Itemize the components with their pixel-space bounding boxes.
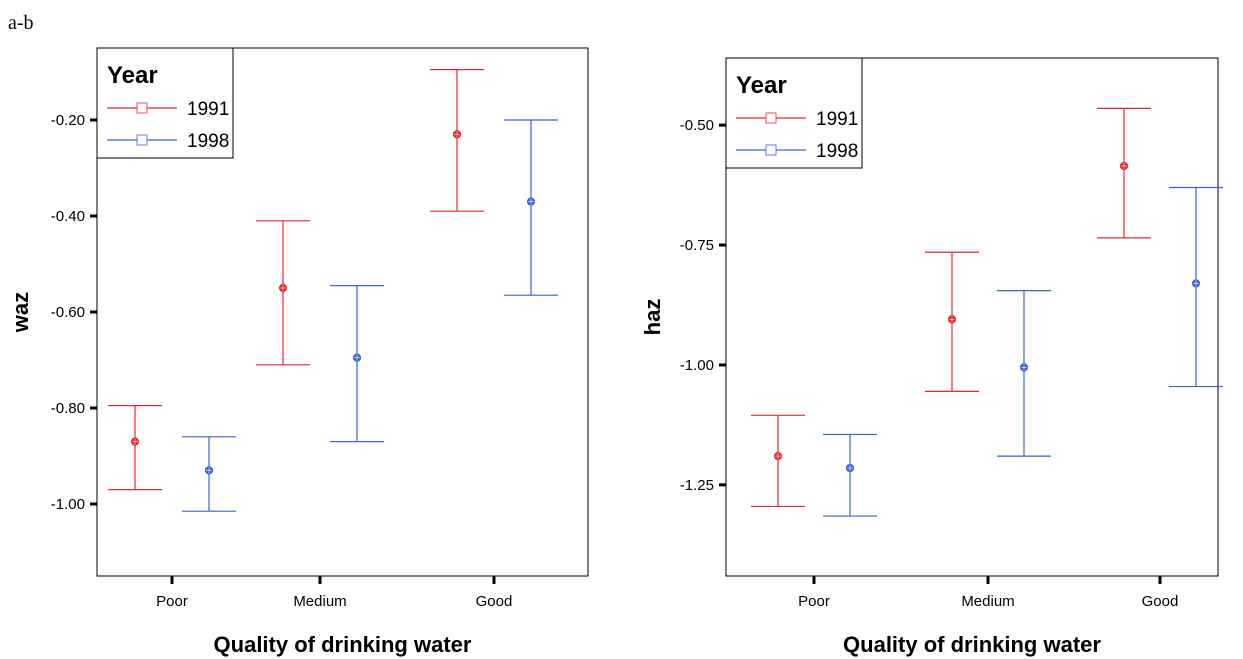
x-axis-title: Quality of drinking water <box>214 632 472 657</box>
x-tick-label: Good <box>1142 593 1179 610</box>
legend-marker-1998 <box>136 134 148 146</box>
x-tick-label: Good <box>476 593 513 610</box>
y-tick-label: -1.00 <box>680 357 714 374</box>
x-tick-label: Poor <box>156 593 188 610</box>
legend-marker-1998 <box>765 144 777 156</box>
x-axis-title: Quality of drinking water <box>843 632 1101 657</box>
figure-caption: a-b <box>8 12 34 34</box>
legend-title: Year <box>107 62 158 89</box>
legend-label-1991: 1991 <box>816 109 858 130</box>
legend-label-1998: 1998 <box>187 131 229 152</box>
legend-label-1998: 1998 <box>816 141 858 162</box>
y-tick-label: -1.25 <box>680 477 714 494</box>
x-tick-label: Poor <box>798 593 830 610</box>
y-tick-label: -0.60 <box>51 304 85 321</box>
legend-label-1991: 1991 <box>187 99 229 120</box>
legend-title: Year <box>736 72 787 99</box>
legend-marker-1991 <box>136 102 148 114</box>
chart-haz: -0.50 -0.75 -1.00 -1.25 Poor Medium Good Qualit… <box>640 57 1223 657</box>
x-tick-label: Medium <box>293 593 346 610</box>
y-axis-title: waz <box>8 292 33 333</box>
legend-marker-1991 <box>765 112 777 124</box>
x-tick-label: Medium <box>961 593 1014 610</box>
y-tick-label: -0.40 <box>51 208 85 225</box>
y-axis-title: haz <box>640 299 665 336</box>
chart-waz: -0.20 -0.40 -0.60 -0.80 -1.00 Poor Medium Good Q… <box>8 47 589 657</box>
y-tick-label: -0.50 <box>680 117 714 134</box>
y-tick-label: -0.75 <box>680 237 714 254</box>
y-tick-label: -0.80 <box>51 400 85 417</box>
y-tick-label: -1.00 <box>51 496 85 513</box>
y-tick-label: -0.20 <box>51 112 85 129</box>
